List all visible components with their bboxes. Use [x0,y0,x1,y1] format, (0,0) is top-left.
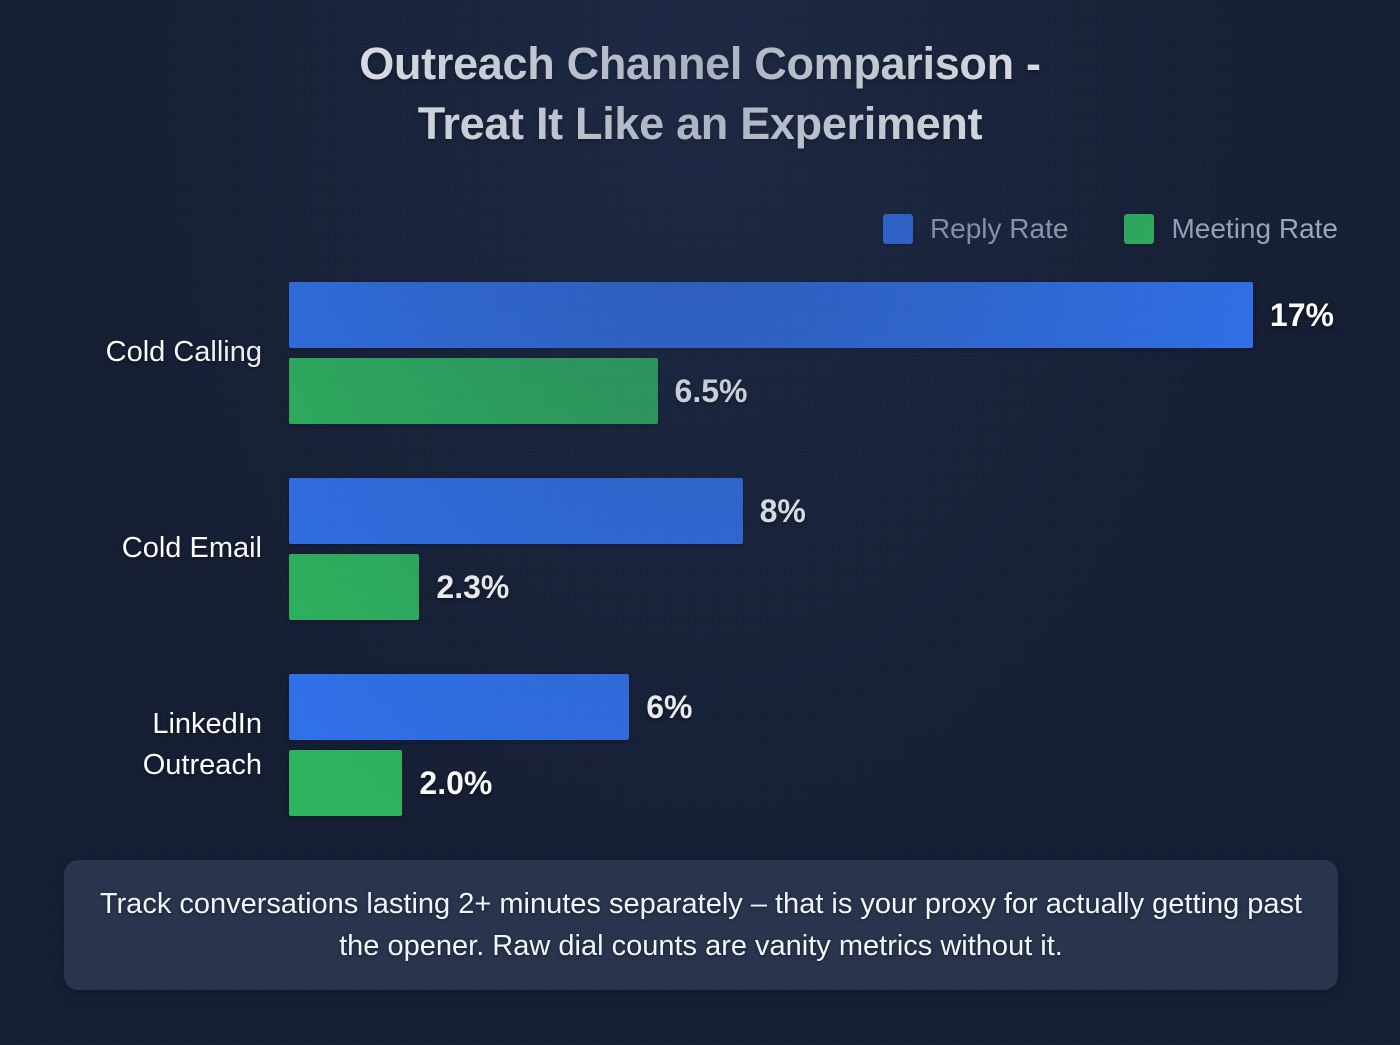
legend-item-reply-rate[interactable]: Reply Rate [882,213,1069,245]
chart-title: Outreach Channel Comparison - Treat It L… [0,34,1400,155]
reply-rate-swatch-icon [882,214,913,244]
bar-group: Cold Email 8% 2.3% [0,478,1400,620]
meeting-rate-swatch-icon [1124,214,1155,244]
meeting-rate-bar[interactable] [289,750,403,816]
meeting-rate-value-label: 2.0% [419,764,493,801]
category-label-line: Cold Calling [105,336,262,369]
reply-rate-value-label: 8% [759,492,806,529]
meeting-rate-bar[interactable] [289,358,658,424]
category-label: LinkedIn Outreach [0,704,262,786]
category-label: Cold Calling [0,332,262,373]
meeting-rate-bar[interactable] [289,554,420,620]
category-label-line: LinkedIn [152,707,262,740]
reply-rate-bar-row: 17% [289,282,1334,348]
reply-rate-bar[interactable] [289,282,1253,348]
meeting-rate-value-label: 6.5% [674,372,748,409]
chart-title-line-2: Treat It Like an Experiment [417,98,983,150]
plot-area: Cold Calling 17% 6.5% Cold Email 8% 2.3% Linke… [0,282,1400,842]
reply-rate-value-label: 17% [1269,296,1334,333]
bar-group: Cold Calling 17% 6.5% [0,282,1400,424]
legend-label-meeting-rate: Meeting Rate [1171,213,1338,244]
meeting-rate-bar-row: 6.5% [289,358,747,424]
bar-group: LinkedIn Outreach 6% 2.0% [0,674,1400,816]
chart-legend: Reply Rate Meeting Rate [882,213,1338,245]
category-label: Cold Email [0,528,262,569]
legend-item-meeting-rate[interactable]: Meeting Rate [1124,213,1338,245]
meeting-rate-bar-row: 2.0% [289,750,492,816]
reply-rate-value-label: 6% [646,688,693,725]
reply-rate-bar-row: 8% [289,478,806,544]
meeting-rate-bar-row: 2.3% [289,554,509,620]
chart-title-line-1: Outreach Channel Comparison - [359,38,1041,89]
category-label-line: Outreach [142,748,262,781]
reply-rate-bar[interactable] [289,478,743,544]
footnote-text: Track conversations lasting 2+ minutes s… [99,887,1303,962]
reply-rate-bar[interactable] [289,674,630,740]
reply-rate-bar-row: 6% [289,674,692,740]
footnote-callout: Track conversations lasting 2+ minutes s… [64,860,1338,990]
legend-label-reply-rate: Reply Rate [929,213,1069,244]
meeting-rate-value-label: 2.3% [436,568,510,605]
category-label-line: Cold Email [121,532,262,565]
